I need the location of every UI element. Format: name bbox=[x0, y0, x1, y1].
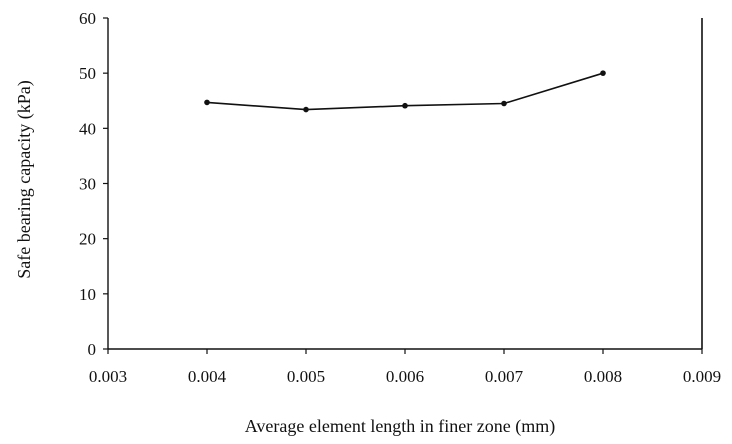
data-point bbox=[303, 106, 309, 113]
y-tick-label: 40 bbox=[79, 119, 96, 138]
y-axis-title: Safe bearing capacity (kPa) bbox=[14, 80, 35, 278]
y-tick-label: 50 bbox=[79, 64, 96, 83]
data-point bbox=[204, 99, 210, 106]
y-tick-label: 30 bbox=[79, 175, 96, 194]
x-tick-label: 0.007 bbox=[485, 367, 524, 386]
data-point bbox=[402, 102, 408, 109]
y-axis-ticks: 0 10 20 30 40 50 60 bbox=[79, 9, 108, 359]
x-axis-ticks: 0.003 0.004 0.005 0.006 0.007 0.008 0.009 bbox=[89, 349, 721, 386]
x-tick-label: 0.003 bbox=[89, 367, 127, 386]
data-point bbox=[600, 70, 606, 76]
axes bbox=[107, 18, 703, 350]
x-tick-label: 0.008 bbox=[584, 367, 622, 386]
x-tick-label: 0.009 bbox=[683, 367, 721, 386]
x-tick-label: 0.005 bbox=[287, 367, 325, 386]
y-tick-label: 10 bbox=[79, 285, 96, 304]
data-point bbox=[501, 100, 507, 107]
y-tick-label: 20 bbox=[79, 230, 96, 249]
x-tick-label: 0.006 bbox=[386, 367, 424, 386]
series bbox=[204, 70, 606, 113]
y-tick-label: 0 bbox=[88, 340, 97, 359]
x-tick-label: 0.004 bbox=[188, 367, 227, 386]
y-tick-label: 60 bbox=[79, 9, 96, 28]
x-axis-title: Average element length in finer zone (mm… bbox=[245, 416, 556, 437]
